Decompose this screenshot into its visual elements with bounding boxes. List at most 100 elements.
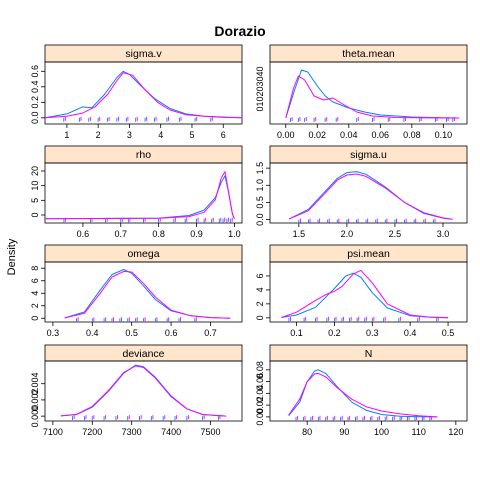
density-line-series-1 <box>281 272 449 319</box>
y-tick-label: 0.02 <box>255 396 265 414</box>
panel-frame <box>44 360 243 422</box>
x-tick-label: 7300 <box>122 427 142 437</box>
strip-label: theta.mean <box>342 48 395 60</box>
y-tick-label: 4 <box>255 287 265 292</box>
x-tick-label: 2 <box>96 130 101 140</box>
x-tick-label: 0.6 <box>165 328 178 338</box>
y-tick-label: 0.0 <box>30 112 40 125</box>
x-tick-label: 0.3 <box>47 328 60 338</box>
y-tick-label: 0.6 <box>30 65 40 78</box>
density-line-series-1 <box>44 70 243 119</box>
y-tick-label: 6 <box>255 273 265 278</box>
x-tick-label: 6 <box>221 130 226 140</box>
strip-label: psi.mean <box>347 248 390 260</box>
y-tick-label: 20 <box>30 166 40 176</box>
y-tick-label: 0.5 <box>255 196 265 209</box>
y-axis-label: Density <box>6 238 18 275</box>
y-tick-label: 0.4 <box>30 81 40 94</box>
x-tick-label: 0.08 <box>403 130 421 140</box>
strip-label: sigma.v <box>125 48 162 60</box>
x-tick-label: 0.10 <box>435 130 453 140</box>
x-tick-label: 0.04 <box>340 130 358 140</box>
panel-sigma-v: sigma.v 1 2 3 4 5 6 0.0 0.2 0.4 0.6 <box>30 44 243 140</box>
panel-sigma-u: sigma.u 1.5 2.0 2.5 3.0 0.0 0.5 1.0 1.5 <box>255 145 468 239</box>
density-line-series-2 <box>64 270 231 319</box>
panel-N: N 80 90 100 110 120 0.000.020.040.060.08 <box>255 344 468 437</box>
y-tick-label: 0.004 <box>30 372 40 395</box>
strip-label: deviance <box>122 348 164 360</box>
x-tick-label: 90 <box>339 427 349 437</box>
x-tick-label: 0.3 <box>366 328 379 338</box>
x-tick-label: 0.1 <box>290 328 303 338</box>
y-tick-label: 0.0 <box>255 213 265 226</box>
density-line-series-2 <box>44 72 243 119</box>
x-tick-label: 0.7 <box>115 229 128 239</box>
density-line-series-1 <box>288 171 453 220</box>
x-tick-label: 0.5 <box>125 328 138 338</box>
density-line-series-2 <box>281 269 449 319</box>
panel-frame <box>44 162 243 224</box>
y-tick-label: 0.04 <box>255 385 265 403</box>
x-tick-label: 80 <box>302 427 312 437</box>
y-tick-label: 0.08 <box>255 361 265 379</box>
density-line-series-1 <box>285 69 460 119</box>
y-tick-label: 8 <box>30 266 40 271</box>
x-tick-label: 0.06 <box>372 130 390 140</box>
panel-theta-mean: theta.mean 0.00 0.02 0.04 0.06 0.08 0.10 010203… <box>255 44 468 140</box>
y-tick-label: 010203040 <box>255 66 265 111</box>
panel-frame <box>44 261 243 323</box>
y-tick-label: 0.002 <box>30 389 40 412</box>
x-tick-label: 0.5 <box>442 328 455 338</box>
x-tick-label: 120 <box>448 427 463 437</box>
x-tick-label: 3.0 <box>437 229 450 239</box>
x-tick-label: 0.00 <box>277 130 295 140</box>
strip-label: rho <box>136 149 151 161</box>
x-tick-label: 1.0 <box>228 229 241 239</box>
x-tick-label: 4 <box>158 130 163 140</box>
y-tick-label: 5 <box>30 198 40 203</box>
y-tick-label: 0.00 <box>255 408 265 426</box>
x-tick-label: 0.2 <box>328 328 341 338</box>
x-tick-label: 2.5 <box>389 229 402 239</box>
density-line-series-1 <box>44 175 235 220</box>
x-tick-label: 100 <box>374 427 389 437</box>
panel-frame <box>269 61 468 125</box>
panel-frame <box>269 162 468 224</box>
y-tick-label: 2 <box>255 301 265 306</box>
y-tick-label: 1.0 <box>255 179 265 192</box>
x-tick-label: 0.7 <box>204 328 217 338</box>
density-line-series-1 <box>288 369 438 418</box>
y-tick-label: 0.2 <box>30 96 40 109</box>
x-tick-label: 7200 <box>82 427 102 437</box>
x-tick-label: 7100 <box>43 427 63 437</box>
y-tick-label: 4 <box>30 291 40 296</box>
y-tick-label: 0.06 <box>255 373 265 391</box>
density-line-series-1 <box>64 269 231 319</box>
y-tick-label: 0 <box>255 315 265 320</box>
x-tick-label: 0.4 <box>404 328 417 338</box>
panel-psi-mean: psi.mean 0.1 0.2 0.3 0.4 0.5 0 2 4 6 <box>255 244 468 338</box>
panel-rho: rho 0.6 0.7 0.8 0.9 1.0 0 5 10 20 <box>30 145 243 239</box>
panel-deviance: deviance 7100 7200 7300 7400 7500 0.0000.0020.… <box>30 344 243 437</box>
panel-frame <box>44 61 243 125</box>
y-tick-label: 0 <box>30 212 40 217</box>
x-tick-label: 7400 <box>161 427 181 437</box>
density-line-series-2 <box>289 173 453 220</box>
panel-omega: omega 0.3 0.4 0.5 0.6 0.7 0 2 4 6 8 <box>30 244 243 338</box>
strip-label: sigma.u <box>350 149 387 161</box>
x-tick-label: 2.0 <box>341 229 354 239</box>
x-tick-label: 0.4 <box>86 328 99 338</box>
density-line-series-2 <box>285 75 460 119</box>
y-tick-label: 1.5 <box>255 162 265 175</box>
x-tick-label: 0.9 <box>190 229 203 239</box>
y-tick-label: 0.000 <box>30 405 40 428</box>
chart-title: Dorazio <box>214 23 265 39</box>
panel-frame <box>269 261 468 323</box>
x-tick-label: 0.8 <box>152 229 165 239</box>
x-tick-label: 1 <box>64 130 69 140</box>
y-tick-label: 10 <box>30 181 40 191</box>
density-line-series-2 <box>60 365 227 417</box>
y-tick-label: 2 <box>30 303 40 308</box>
density-line-series-2 <box>288 372 438 418</box>
